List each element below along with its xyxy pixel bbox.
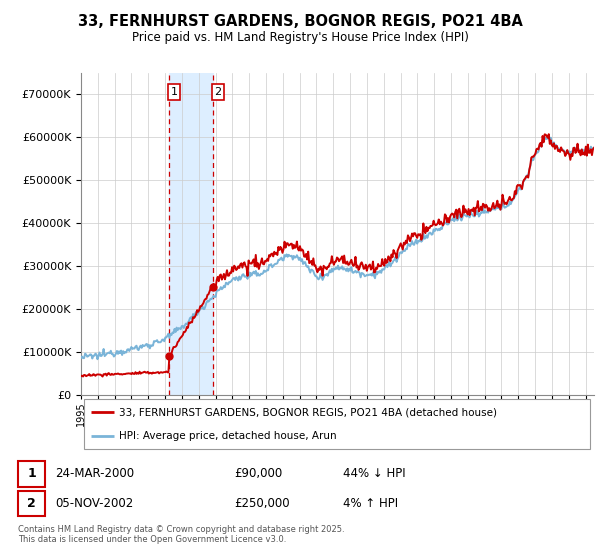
Text: 05-NOV-2002: 05-NOV-2002 [55,497,133,510]
Text: 1: 1 [28,468,36,480]
Text: Contains HM Land Registry data © Crown copyright and database right 2025.
This d: Contains HM Land Registry data © Crown c… [18,525,344,544]
Text: 4% ↑ HPI: 4% ↑ HPI [343,497,398,510]
Text: £250,000: £250,000 [235,497,290,510]
Text: 1: 1 [170,87,178,97]
Text: HPI: Average price, detached house, Arun: HPI: Average price, detached house, Arun [119,431,337,441]
Text: 33, FERNHURST GARDENS, BOGNOR REGIS, PO21 4BA: 33, FERNHURST GARDENS, BOGNOR REGIS, PO2… [77,14,523,29]
Text: 2: 2 [28,497,36,510]
FancyBboxPatch shape [18,461,46,487]
FancyBboxPatch shape [83,399,590,449]
Text: 24-MAR-2000: 24-MAR-2000 [55,468,134,480]
Text: 2: 2 [215,87,221,97]
Text: 44% ↓ HPI: 44% ↓ HPI [343,468,406,480]
Text: 33, FERNHURST GARDENS, BOGNOR REGIS, PO21 4BA (detached house): 33, FERNHURST GARDENS, BOGNOR REGIS, PO2… [119,408,497,418]
Text: Price paid vs. HM Land Registry's House Price Index (HPI): Price paid vs. HM Land Registry's House … [131,31,469,44]
Bar [169,73,213,395]
Text: £90,000: £90,000 [235,468,283,480]
FancyBboxPatch shape [18,491,46,516]
